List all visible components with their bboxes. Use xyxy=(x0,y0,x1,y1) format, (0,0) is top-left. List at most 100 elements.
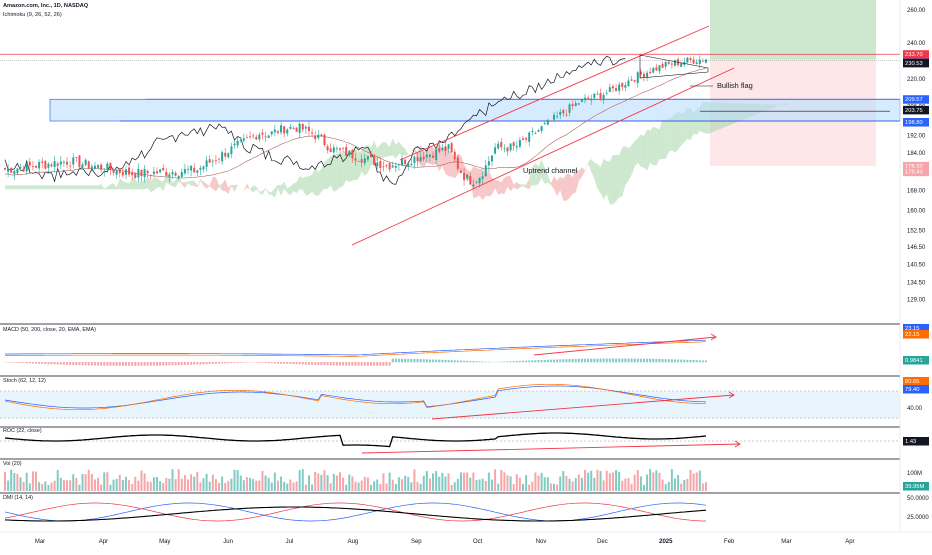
macd-histogram-bar xyxy=(655,359,657,362)
macd-histogram-bar xyxy=(113,362,115,366)
volume-bar xyxy=(699,471,701,491)
ichimoku-cloud-segment xyxy=(173,180,176,187)
macd-histogram-bar xyxy=(448,360,450,362)
stoch-band xyxy=(0,391,900,418)
macd-histogram-bar xyxy=(680,360,682,363)
volume-bar xyxy=(63,480,65,491)
macd-histogram-bar xyxy=(162,362,164,365)
ichimoku-cloud-segment xyxy=(157,178,160,188)
ichimoku-cloud-segment xyxy=(318,169,321,196)
ichimoku-cloud-segment xyxy=(635,138,638,167)
ichimoku-cloud-segment xyxy=(383,142,386,158)
macd-histogram-bar xyxy=(441,360,443,362)
volume-bar xyxy=(435,471,437,491)
candle-body xyxy=(327,146,329,150)
macd-histogram-bar xyxy=(420,359,422,362)
ichimoku-cloud-segment xyxy=(557,177,560,197)
macd-histogram-bar xyxy=(72,362,74,365)
candle-body xyxy=(32,166,34,167)
candle-body xyxy=(140,170,142,176)
volume-bar xyxy=(308,475,310,491)
macd-histogram-bar xyxy=(199,362,201,364)
candle-body xyxy=(575,103,577,106)
candle-body xyxy=(395,166,397,168)
ichimoku-cloud-segment xyxy=(312,168,315,196)
ichimoku-cloud-segment xyxy=(107,184,110,189)
volume-bar xyxy=(646,475,648,491)
candle-body xyxy=(668,62,670,64)
macd-histogram-bar xyxy=(407,359,409,362)
volume-bar xyxy=(506,475,508,491)
candle-body xyxy=(696,62,698,64)
volume-bar xyxy=(562,471,564,491)
candle-body xyxy=(435,149,437,160)
ichimoku-cloud-segment xyxy=(48,185,51,189)
macd-histogram-bar xyxy=(382,362,384,366)
volume-bar xyxy=(578,475,580,491)
candle-body xyxy=(44,161,46,168)
macd-histogram-bar xyxy=(444,360,446,362)
candle-body xyxy=(116,170,118,175)
y-tick-label: 160.00 xyxy=(907,209,926,215)
macd-histogram-bar xyxy=(603,359,605,363)
ichimoku-cloud-segment xyxy=(523,184,526,187)
candle-body xyxy=(60,162,62,165)
y-tick-label: 152.50 xyxy=(907,229,926,235)
volume-bar xyxy=(333,474,335,491)
macd-histogram-bar xyxy=(150,362,152,366)
ichimoku-cloud-segment xyxy=(337,153,340,190)
volume-bar xyxy=(569,479,571,491)
macd-histogram-bar xyxy=(528,360,530,362)
macd-histogram-bar xyxy=(317,362,319,365)
volume-bar xyxy=(494,469,496,491)
macd-histogram-bar xyxy=(693,360,695,362)
volume-bar xyxy=(311,484,313,491)
macd-histogram-bar xyxy=(314,362,316,365)
ichimoku-cloud-segment xyxy=(5,185,8,189)
volume-bar xyxy=(367,477,369,491)
volume-bar xyxy=(140,470,142,491)
macd-histogram-bar xyxy=(609,359,611,363)
volume-bar xyxy=(469,478,471,491)
volume-bar xyxy=(255,481,257,491)
candle-body xyxy=(472,185,474,187)
volume-bar xyxy=(88,470,90,491)
volume-bar xyxy=(643,485,645,491)
volume-bar xyxy=(525,475,527,491)
channel-lower-line xyxy=(352,68,734,245)
volume-bar xyxy=(658,473,660,491)
macd-histogram-bar xyxy=(54,362,56,364)
macd-histogram-bar xyxy=(193,362,195,365)
macd-histogram-bar xyxy=(51,362,53,364)
volume-bar xyxy=(230,479,232,491)
price-tag: 233.70 xyxy=(905,52,923,58)
macd-histogram-bar xyxy=(426,359,428,362)
candle-body xyxy=(382,166,384,167)
macd-histogram-bar xyxy=(612,359,614,363)
macd-histogram-bar xyxy=(587,359,589,363)
price-tag: 230.53 xyxy=(905,61,923,67)
pane-title-dmi: DMI (14, 14) xyxy=(3,495,33,501)
candle-body xyxy=(469,176,471,184)
volume-bar xyxy=(165,478,167,491)
ichimoku-cloud-segment xyxy=(61,185,64,189)
volume-bar xyxy=(305,485,307,491)
ichimoku-cloud-segment xyxy=(387,143,390,157)
ichimoku-cloud-segment xyxy=(207,184,210,189)
candle-body xyxy=(190,166,192,171)
macd-histogram-bar xyxy=(268,362,270,363)
macd-histogram-bar xyxy=(361,362,363,366)
macd-histogram-bar xyxy=(621,359,623,363)
macd-histogram-bar xyxy=(475,361,477,362)
candle-body xyxy=(193,168,195,173)
price-tag: 198.80 xyxy=(905,120,923,126)
ichimoku-cloud-segment xyxy=(570,174,573,198)
macd-histogram-bar xyxy=(705,361,707,363)
candle-body xyxy=(448,144,450,149)
candle-body xyxy=(544,123,546,124)
candle-body xyxy=(497,144,499,149)
candle-body xyxy=(389,163,391,169)
candle-body xyxy=(429,154,431,156)
ichimoku-cloud-segment xyxy=(244,183,247,191)
